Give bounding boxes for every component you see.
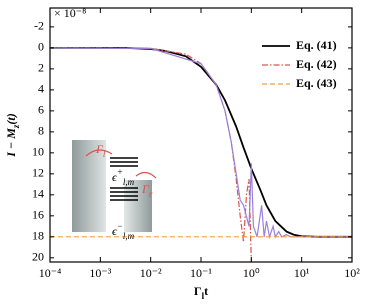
label-part: (t) <box>4 113 18 124</box>
label-part: Γ <box>141 182 150 196</box>
x-axis-label: Γlt <box>194 284 208 301</box>
y-tick-label: 14 <box>32 187 44 201</box>
left-lead <box>72 140 106 232</box>
label-part: z <box>11 124 21 129</box>
arrow-right <box>135 171 157 179</box>
label-part: r <box>149 189 153 199</box>
y-scale-label: × 10⁻⁸ <box>54 6 86 20</box>
y-tick-label: 2 <box>38 61 44 75</box>
x-tick-label: 10⁻⁴ <box>39 266 62 280</box>
levels <box>110 157 138 201</box>
series-line <box>50 47 352 240</box>
label-part: Γ <box>95 142 104 156</box>
x-tick-label: 10⁻³ <box>89 266 111 280</box>
label-part: ϵ <box>112 170 118 184</box>
y-tick-label: 20 <box>32 250 44 264</box>
y-tick-label: 10 <box>32 145 44 159</box>
legend-label: Eq. (42) <box>296 57 337 71</box>
annotation: ϵ+l,m <box>112 167 135 187</box>
x-tick-label: 10⁻² <box>140 266 162 280</box>
y-tick-label: 8 <box>38 124 44 138</box>
annotation: Γr <box>141 182 153 199</box>
label-part: t <box>204 284 208 298</box>
x-tick-label: 10¹ <box>294 266 310 280</box>
label-part: ϵ <box>112 224 118 238</box>
y-tick-label: 12 <box>32 166 44 180</box>
label-part: l,m <box>123 231 135 241</box>
label-part: + <box>117 167 123 177</box>
label-part: Γ <box>194 284 202 298</box>
label-part: l,m <box>123 177 135 187</box>
annotation: Γl <box>95 142 106 159</box>
x-tick-label: 10⁰ <box>243 266 260 280</box>
x-tick-label: 10⁻¹ <box>190 266 212 280</box>
annotation: ϵ−l,m <box>112 221 135 241</box>
label-part: I − M <box>4 128 18 158</box>
y-axis-label: I − Mz(t) <box>4 113 21 157</box>
legend-label: Eq. (41) <box>296 38 337 52</box>
inset-diagram <box>72 140 157 232</box>
y-tick-label: 0 <box>38 40 44 54</box>
y-tick-label: 4 <box>38 82 44 96</box>
legend-label: Eq. (43) <box>296 76 337 90</box>
y-tick-label: -2 <box>34 19 44 33</box>
x-tick-label: 10² <box>344 266 360 280</box>
y-tick-label: 18 <box>32 229 44 243</box>
label-part: l <box>103 149 106 159</box>
label-part: l <box>202 291 205 301</box>
label-part: − <box>117 221 123 231</box>
y-tick-label: 16 <box>32 208 44 222</box>
y-tick-label: 6 <box>38 103 44 117</box>
arrow-left <box>85 149 113 157</box>
